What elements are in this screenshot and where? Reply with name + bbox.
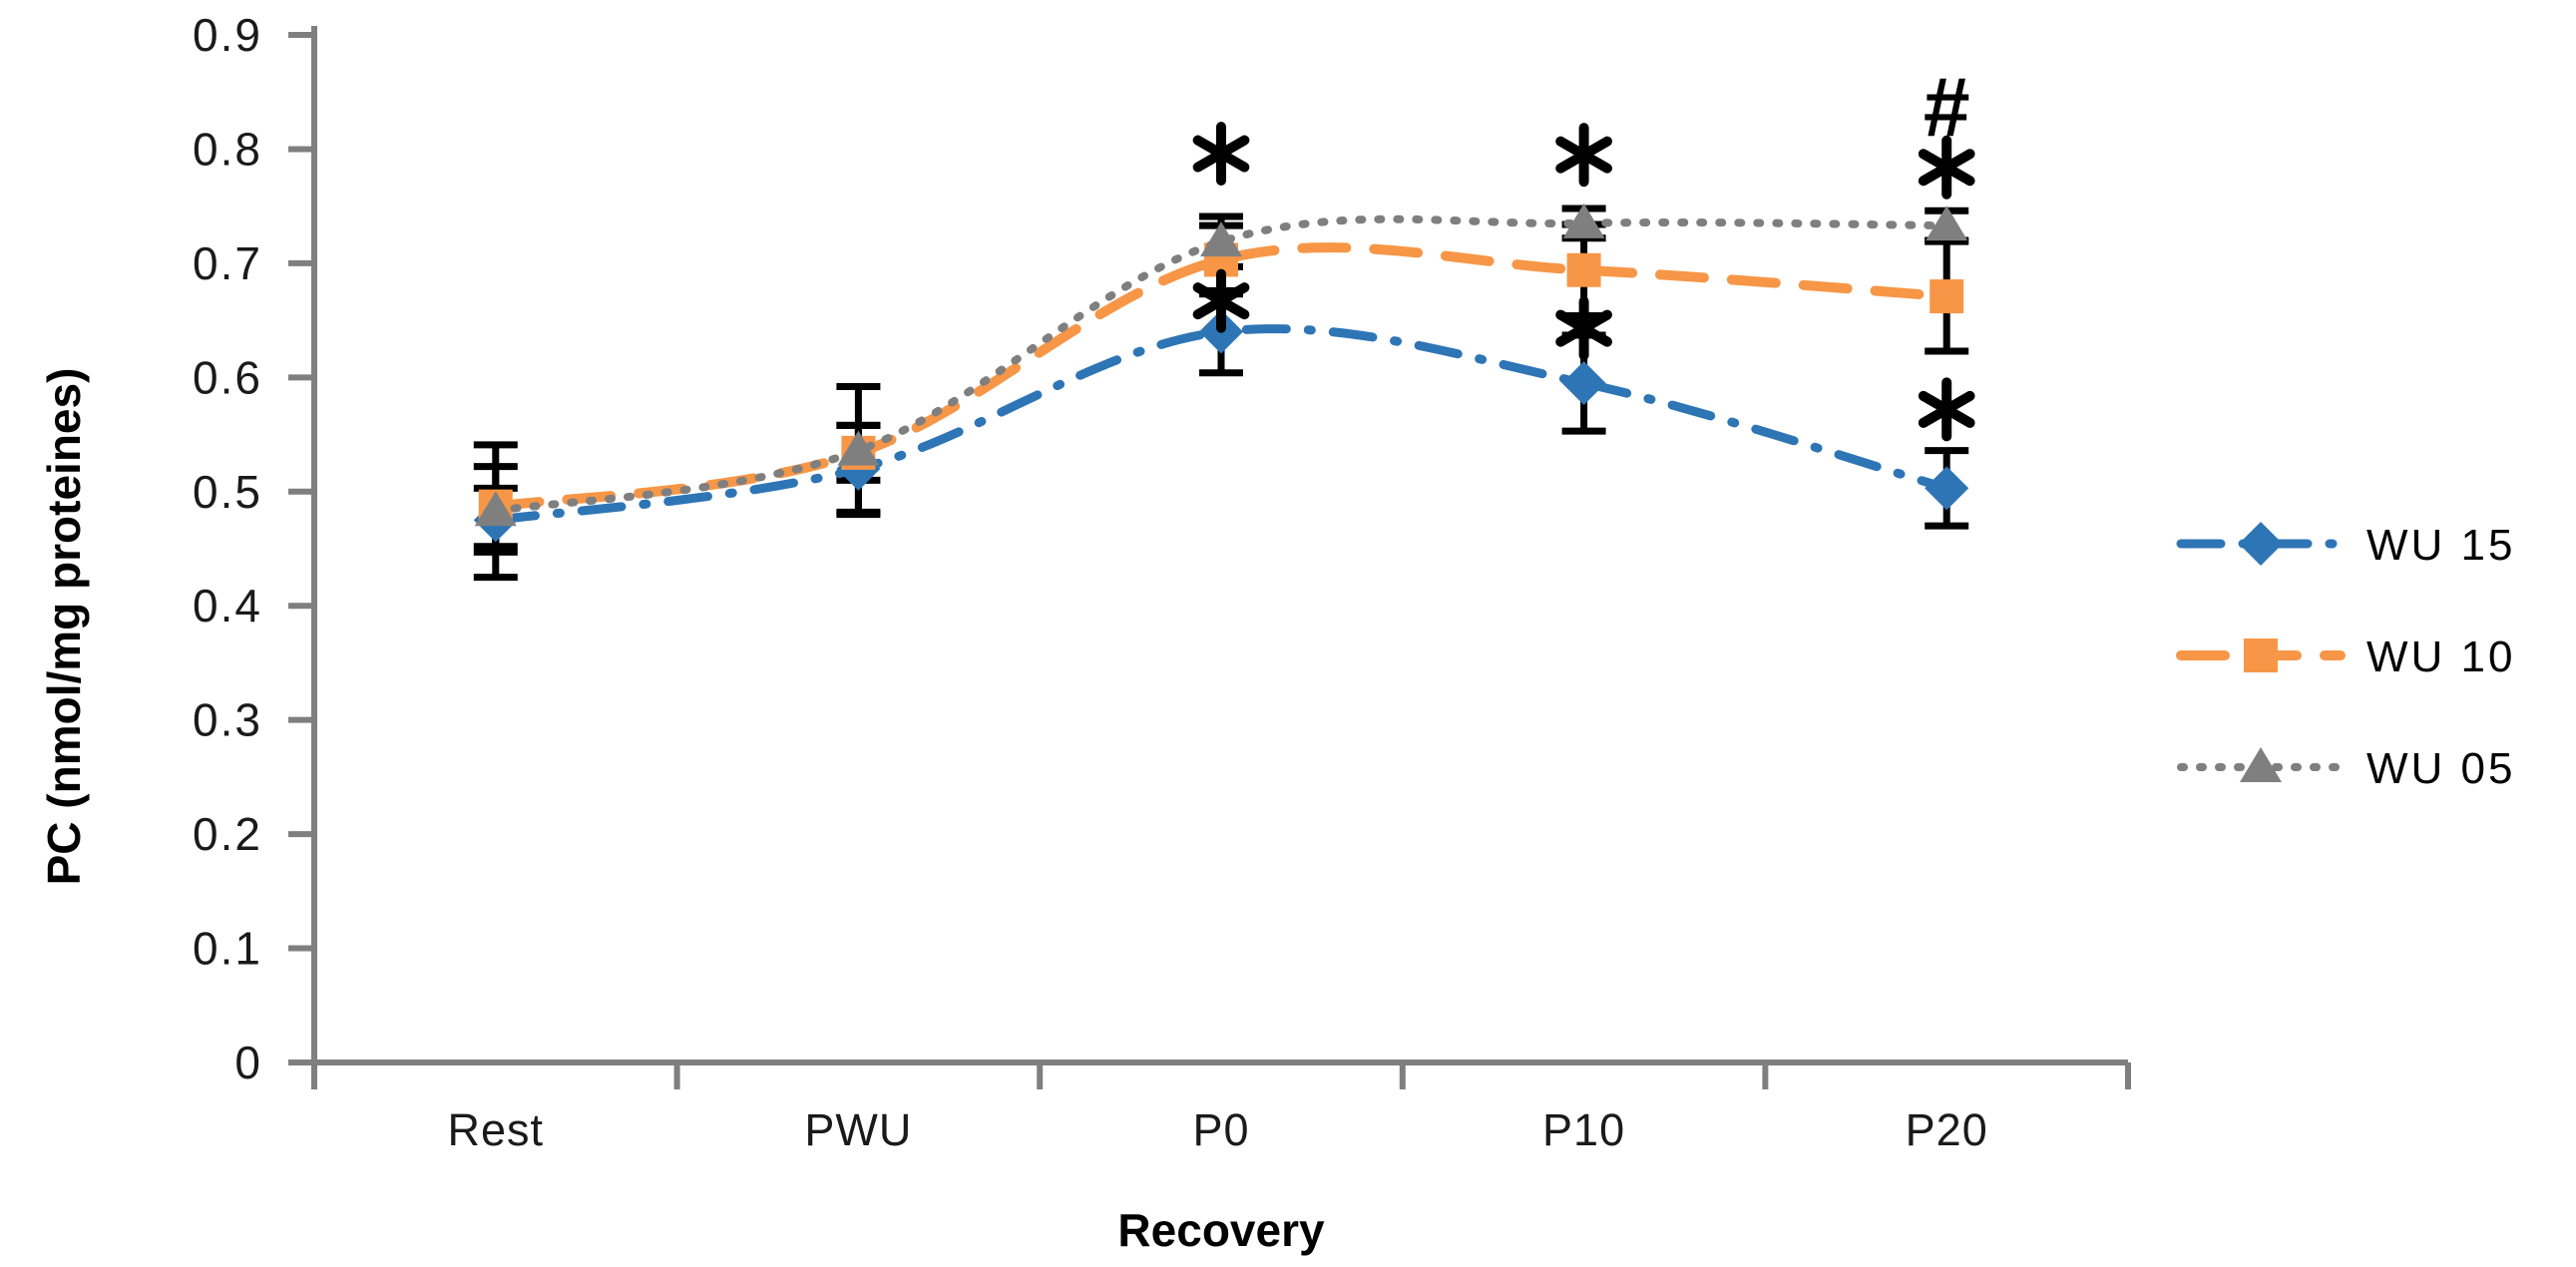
- y-tick-label: 0.8: [193, 123, 262, 175]
- series-line: [490, 242, 1952, 512]
- data-point-marker: [1925, 466, 1969, 511]
- annotations: #: [1192, 60, 1975, 442]
- y-tick-label: 0.6: [193, 351, 262, 403]
- x-tick-label: P10: [1542, 1104, 1625, 1155]
- y-tick-label: 0.5: [193, 466, 262, 518]
- axes: 0 0.1 0.2 0.3 0.4 0.5 0.6 0.7 0.8 0.9 Rest PWU P0 P10…: [193, 9, 2131, 1155]
- legend: WU 15 WU 10 WU 05: [2176, 521, 2515, 793]
- y-axis-title: PC (nmol/mg proteines): [38, 367, 90, 886]
- legend-label: WU 05: [2366, 744, 2515, 793]
- data-point-marker: [1562, 203, 1605, 238]
- x-tick-label: PWU: [804, 1104, 912, 1155]
- significance-asterisk: [1555, 123, 1612, 188]
- y-tick-label: 0.7: [193, 237, 262, 289]
- series-wu-15: [473, 309, 1969, 543]
- x-tick-label: P20: [1906, 1104, 1988, 1155]
- significance-asterisk: [1918, 135, 1975, 200]
- asterisk-ray: [1555, 309, 1612, 347]
- y-tick-label: 0.9: [193, 9, 262, 61]
- data-point-marker: [1930, 279, 1964, 314]
- y-tick-label: 0.2: [193, 808, 262, 860]
- y-tick-label: 0: [234, 1037, 262, 1088]
- asterisk-ray: [1192, 282, 1250, 320]
- legend-label: WU 15: [2366, 521, 2515, 570]
- significance-asterisk: [1192, 268, 1250, 333]
- asterisk-ray: [1555, 136, 1612, 174]
- y-tick-label: 0.3: [193, 694, 262, 746]
- data-point-marker: [2240, 747, 2282, 782]
- data-point-marker: [1200, 221, 1242, 257]
- asterisk-ray: [1192, 135, 1250, 173]
- data-point-marker: [474, 491, 517, 527]
- legend-item-wu-05: WU 05: [2177, 744, 2515, 793]
- x-tick-label: Rest: [448, 1104, 545, 1155]
- data-point-marker: [1926, 206, 1968, 241]
- x-tick-label: P0: [1192, 1104, 1249, 1155]
- data-point-marker: [2239, 522, 2283, 566]
- significance-asterisk: [1918, 377, 1975, 442]
- x-axis-title: Recovery: [1117, 1204, 1325, 1256]
- data-point-marker: [1561, 361, 1606, 406]
- legend-item-wu-15: WU 15: [2176, 521, 2515, 570]
- data-point-marker: [1566, 252, 1601, 287]
- data-point-marker: [837, 430, 880, 466]
- asterisk-ray: [1918, 149, 1975, 187]
- significance-asterisk: [1555, 296, 1612, 361]
- legend-label: WU 10: [2366, 633, 2515, 681]
- asterisk-ray: [1918, 390, 1975, 428]
- y-tick-label: 0.1: [193, 923, 262, 975]
- significance-asterisk: [1192, 122, 1250, 187]
- legend-item-wu-10: WU 10: [2176, 633, 2515, 681]
- series-wu-05: [474, 203, 1968, 527]
- y-tick-label: 0.4: [193, 580, 262, 632]
- data-point-marker: [2244, 638, 2278, 672]
